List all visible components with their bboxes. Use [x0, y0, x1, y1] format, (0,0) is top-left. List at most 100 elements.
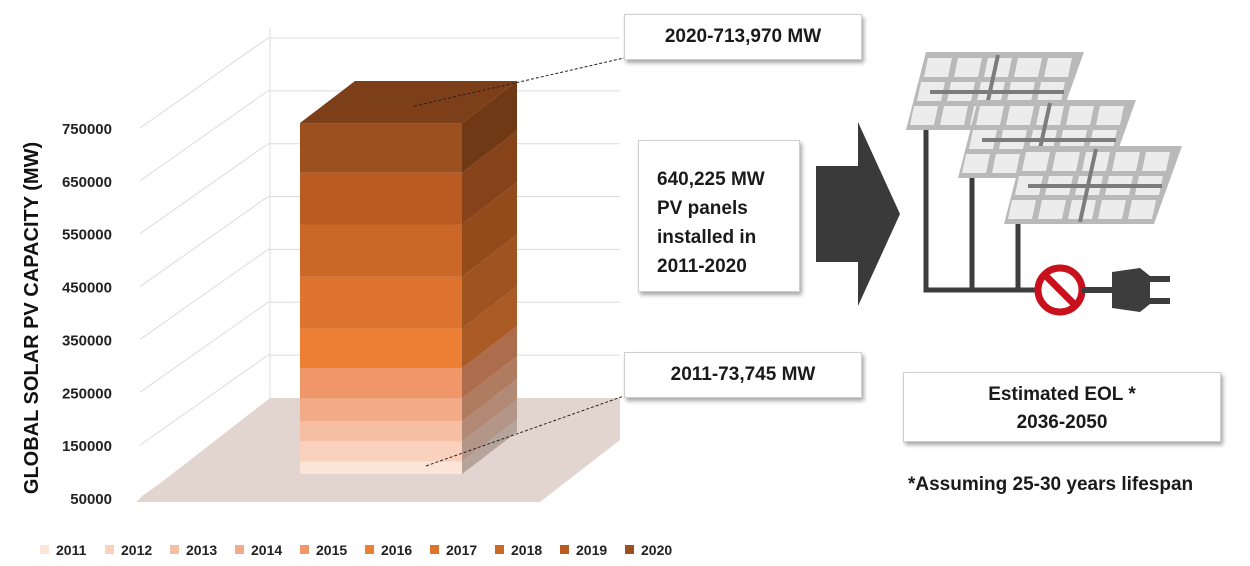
legend-label-2020: 2020: [641, 542, 672, 558]
legend-swatch-2012: [105, 545, 114, 554]
legend-label-2019: 2019: [576, 542, 607, 558]
legend: 2011 2012 2013 2014 2015 2016 2017 2018 2019 2020: [40, 542, 672, 558]
legend-swatch-2020: [625, 545, 634, 554]
panel-cell: [910, 106, 938, 125]
gridline-side: [139, 37, 269, 129]
callout-2020-capacity: 2020-713,970 MW: [624, 14, 862, 60]
legend-label-2013: 2013: [186, 542, 217, 558]
panel-cell: [976, 106, 1004, 125]
legend-label-2016: 2016: [381, 542, 412, 558]
bar-segment-2013: [300, 421, 462, 442]
panel-cell: [1098, 200, 1126, 219]
y-tick-label: 50000: [70, 491, 112, 508]
panel-cell: [924, 58, 952, 77]
power-plug-icon: [1112, 268, 1150, 312]
bar-segment-2017: [300, 276, 462, 329]
legend-label-2018: 2018: [511, 542, 542, 558]
legend-label-2015: 2015: [316, 542, 347, 558]
gridline-side: [139, 90, 269, 182]
panel-cell: [1112, 152, 1140, 171]
panel-cell: [940, 106, 968, 125]
panel-cell: [962, 154, 990, 173]
legend-label-2011: 2011: [56, 542, 87, 558]
bar-segment-side: [462, 399, 517, 462]
panel-cell: [1082, 152, 1110, 171]
panel-cell: [1038, 200, 1066, 219]
y-tick-label: 550000: [62, 227, 112, 244]
gridline-side: [139, 143, 269, 235]
y-tick-label: 450000: [62, 280, 112, 297]
eol-line-2: 2036-2050: [1016, 412, 1108, 433]
legend-swatch-2015: [300, 545, 309, 554]
panel-cell: [1142, 152, 1170, 171]
bar-segment-2018: [300, 224, 462, 277]
bar-segment-side: [462, 234, 517, 329]
bar-segment-side: [462, 379, 517, 442]
legend-swatch-2016: [365, 545, 374, 554]
gridline-side: [139, 301, 269, 393]
legend-swatch-2013: [170, 545, 179, 554]
bar-segment-side: [462, 286, 517, 369]
callout-2011-capacity: 2011-73,745 MW: [624, 352, 862, 398]
legend-swatch-2018: [495, 545, 504, 554]
panel-cell: [1036, 106, 1064, 125]
bar-top-face: [300, 81, 517, 124]
legend-label-2012: 2012: [121, 542, 152, 558]
legend-label-2017: 2017: [446, 542, 477, 558]
panel-cell: [984, 58, 1012, 77]
panel-cell: [1006, 106, 1034, 125]
legend-swatch-2017: [430, 545, 439, 554]
legend-swatch-2014: [235, 545, 244, 554]
eol-line-1: Estimated EOL *: [988, 384, 1136, 405]
panel-cell: [1014, 58, 1042, 77]
bar-segment-side: [462, 130, 517, 225]
gridline-side: [139, 354, 269, 446]
bar-segment-2011: [300, 461, 462, 474]
legend-swatch-2011: [40, 545, 49, 554]
bar-segment-side: [462, 182, 517, 277]
y-tick-label: 250000: [62, 385, 112, 402]
legend-swatch-2019: [560, 545, 569, 554]
bar-segment-2012: [300, 441, 462, 462]
callout-estimated-eol: Estimated EOL * 2036-2050: [903, 372, 1221, 442]
panel-cell: [1128, 200, 1156, 219]
total-line-3: installed in: [657, 227, 757, 248]
y-tick-label: 650000: [62, 174, 112, 191]
y-tick-label: 750000: [62, 121, 112, 138]
plug-prong: [1150, 276, 1170, 282]
leader-line-2020: [413, 57, 625, 107]
panel-cell: [1044, 58, 1072, 77]
bar-segment-2019: [300, 172, 462, 225]
bar-segment-side: [462, 326, 517, 399]
lifespan-footnote: *Assuming 25-30 years lifespan: [908, 474, 1194, 495]
callout-installed-total: 640,225 MW PV panels installed in 2011-2…: [638, 140, 800, 292]
total-line-1: 640,225 MW: [657, 169, 765, 190]
plug-prong: [1150, 298, 1170, 304]
y-tick-label: 150000: [62, 438, 112, 455]
panel-bar: [1078, 148, 1098, 223]
panel-cell: [1008, 200, 1036, 219]
bar-segment-side: [462, 356, 517, 422]
panel-cell: [992, 154, 1020, 173]
panel-cell: [954, 58, 982, 77]
gridline-side: [139, 196, 269, 287]
bar-segment-2014: [300, 398, 462, 422]
panel-cell: [1066, 106, 1094, 125]
chart-area: 50000 150000 250000 350000 450000 550000 65000…: [21, 28, 625, 508]
panel-cell: [1052, 152, 1080, 171]
bar-segment-2016: [300, 328, 462, 369]
prohibited-slash: [1042, 272, 1078, 308]
total-line-2: PV panels: [657, 198, 748, 219]
gridline-side: [139, 249, 269, 340]
total-line-4: 2011-2020: [657, 256, 747, 277]
solar-eol-illustration: [816, 52, 1182, 316]
wire-post: [923, 120, 1040, 293]
y-tick-label: 350000: [62, 332, 112, 349]
right-arrow-icon: [816, 122, 900, 306]
bar-segment-2020: [300, 123, 462, 173]
solar-panel-icon-3: [1004, 146, 1182, 224]
bar-segment-side: [462, 419, 517, 474]
panel-cell: [1096, 106, 1124, 125]
panel-cell: [1022, 152, 1050, 171]
